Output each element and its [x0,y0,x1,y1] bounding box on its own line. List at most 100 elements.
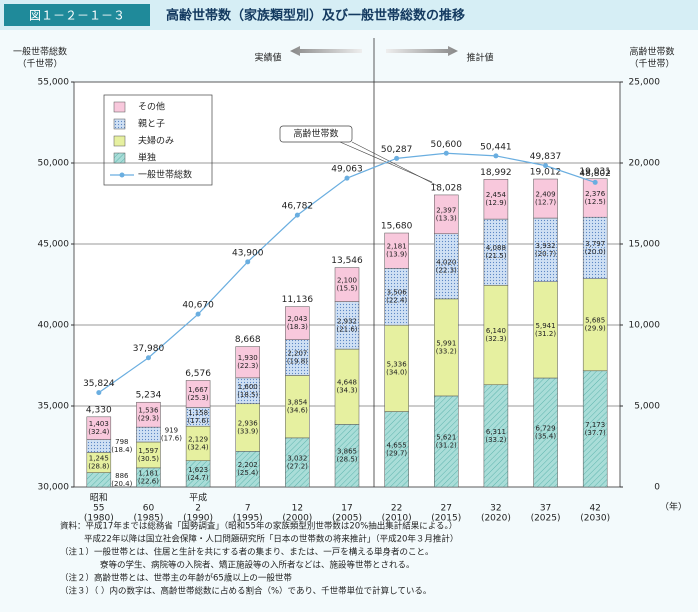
total-label: 6,576 [185,369,211,379]
note: 資料：平成17年までは総務省「国勢調査」（昭和55年の家族類型別世帯数は20%抽… [60,521,457,532]
y2-tick-label: 10,000 [629,321,661,331]
line-label: 40,670 [182,301,214,311]
share-label: (17.6) [188,417,209,425]
figure-label: 図１－２－１－３ [29,9,125,23]
share-label: (12.9) [485,199,506,207]
x-year-label: (1980) [84,514,114,524]
share-label: (25.3) [188,394,209,402]
share-label: (31.2) [436,441,457,449]
x-tick-label: 17 [341,504,352,514]
value-label: 3,865 [337,448,357,456]
share-label: (12.7) [535,199,556,207]
value-label: 5,991 [436,339,456,347]
value-label: 1,158 [188,409,208,417]
line-point [245,259,251,265]
bar-segment [384,268,409,326]
bar-segment [434,194,459,235]
bar-segment [334,301,360,350]
x-unit: （年） [660,501,687,513]
value-label: 6,729 [536,424,556,432]
share-label: (22.3) [436,266,457,274]
share-label: (18.5) [237,391,258,399]
bar-segment [533,377,558,488]
bar-segment [235,403,260,452]
share-label: (33.2) [485,436,506,444]
x-tick-label: 2 [195,504,201,514]
share-label: (18.4) [111,446,132,454]
value-label: 6,311 [486,428,506,436]
projected-label: 推計値 [466,52,493,64]
share-label: (33.9) [237,428,258,436]
bar-segment [285,437,310,488]
total-label: 19,012 [530,168,562,178]
legend-label: その他 [138,101,165,113]
share-label: (21.5) [485,252,506,260]
value-label: 5,336 [387,360,408,368]
bar-segment [483,285,509,386]
line-label: 43,900 [232,248,264,258]
line-label: 37,980 [133,344,165,354]
total-label: 5,234 [136,391,162,401]
x-year-label: (2010) [382,514,412,524]
share-label: (33.2) [436,347,457,355]
y2-tick-label: 15,000 [629,240,661,250]
share-label: (20.7) [535,250,556,258]
bar-segment [86,416,112,440]
bar-segment [533,281,558,379]
x-year-label: (1995) [233,514,263,524]
share-label: (32.4) [188,443,209,451]
line-point [394,155,400,161]
legend-label: 夫婦のみ [138,135,174,147]
share-label: (28.5) [336,456,357,464]
share-label: (29.9) [585,325,606,333]
line-point [443,150,449,156]
y-tick-label: 40,000 [38,321,70,331]
share-label: (18.3) [287,323,308,331]
legend-swatch [113,118,126,130]
legend-swatch [113,135,126,147]
value-label: 1,245 [89,455,109,463]
value-label: 4,648 [337,379,357,387]
x-year-label: (2025) [531,514,561,524]
legend-label: 単独 [138,152,156,164]
share-label: (24.7) [188,474,209,482]
bar-segment [235,377,260,405]
bar-segment [384,232,409,269]
value-label: 1,536 [138,407,159,415]
value-label: 5,941 [536,322,556,330]
x-tick-label: 32 [490,504,501,514]
note: （注１）一般世帯とは、住居と生計を共にする者の集まり、または、一戸を構える単身者… [60,547,434,558]
y2-tick-label: 25,000 [629,78,661,88]
bar-segment [136,401,161,428]
line-point [96,390,102,396]
share-label: (27.2) [287,462,308,470]
y2-axis-title: 高齢世帯数 [629,46,674,58]
value-label: 1,667 [188,386,208,394]
value-label: 7,173 [585,421,605,429]
value-label: 5,621 [436,433,456,441]
figure-label-box [4,4,150,26]
value-label: 886 [115,472,129,480]
legend-swatch [113,152,126,164]
x-tick-label: 12 [292,504,303,514]
line-point [294,212,300,218]
total-label: 18,028 [431,183,463,193]
value-label: 4,655 [387,441,407,449]
line-label: 48,802 [579,169,611,179]
bar-segment [582,370,608,488]
notes: 資料：平成17年までは総務省「国勢調査」（昭和55年の家族類型別世帯数は20%抽… [60,521,458,597]
value-label: 1,597 [138,447,158,455]
share-label: (35.4) [535,432,556,440]
line-label: 50,287 [381,145,413,155]
line-label: 46,782 [282,202,314,212]
x-era-label: 平成 [189,492,207,504]
share-label: (37.7) [585,429,606,437]
x-year-label: (1985) [133,514,163,524]
total-label: 13,546 [331,256,363,266]
line-label: 50,441 [480,142,512,152]
bar-segment [582,216,608,279]
total-label: 18,992 [480,168,512,178]
share-label: (17.6) [161,435,182,443]
value-label: 2,129 [188,435,208,443]
